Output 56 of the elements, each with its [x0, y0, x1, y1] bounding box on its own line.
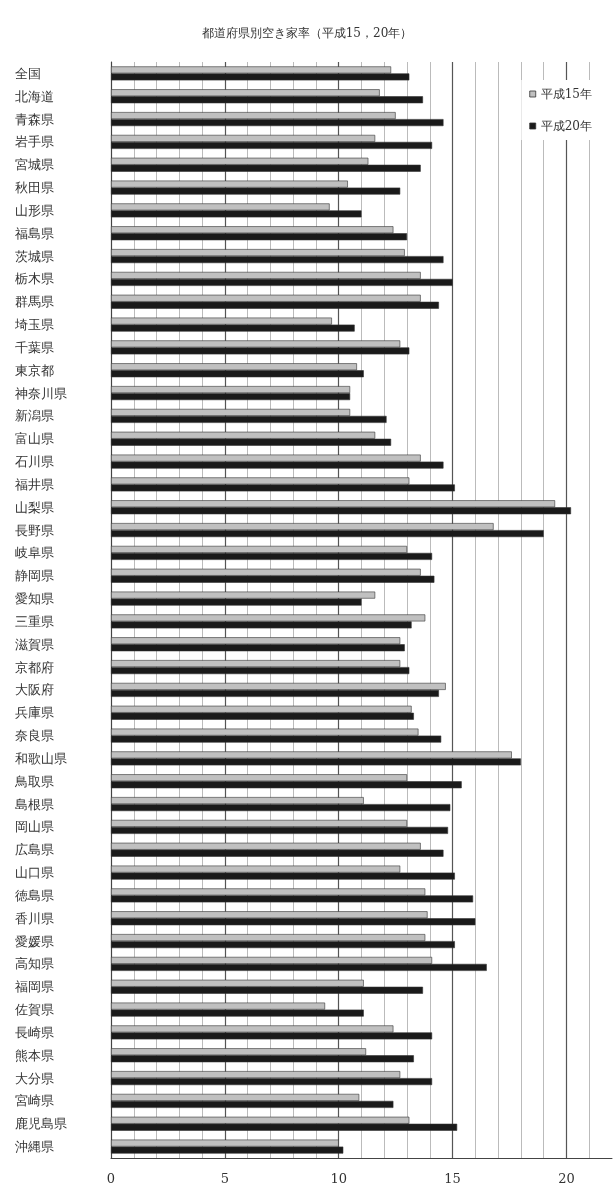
y-tick-label: 秋田県: [15, 180, 54, 196]
y-tick-label: 群馬県: [15, 294, 54, 310]
y-tick-label: 福島県: [15, 225, 54, 241]
y-tick-label: 沖縄県: [15, 1139, 54, 1155]
y-tick-label: 香川県: [15, 910, 54, 926]
y-tick-label: 新潟県: [15, 408, 54, 424]
y-tick-label: 福岡県: [15, 979, 54, 995]
y-tick-label: 神奈川県: [15, 385, 67, 401]
y-tick-label: 愛媛県: [15, 933, 54, 949]
y-tick-label: 東京都: [15, 362, 54, 378]
y-tick-label: 兵庫県: [15, 705, 54, 721]
y-tick-label: 青森県: [15, 111, 54, 127]
y-tick-label: 福井県: [15, 476, 54, 492]
y-tick-label: 栃木県: [15, 271, 54, 287]
y-tick-label: 熊本県: [15, 1047, 54, 1063]
y-tick-label: 石川県: [15, 454, 54, 470]
y-tick-label: 埼玉県: [14, 317, 54, 333]
legend-label: 平成20年: [540, 119, 593, 133]
y-tick-label: 茨城県: [15, 248, 54, 264]
y-tick-label: 全国: [15, 65, 41, 81]
y-tick-label: 滋賀県: [15, 636, 54, 652]
y-tick-label: 山口県: [15, 865, 54, 881]
y-tick-label: 高知県: [15, 956, 54, 972]
y-tick-label: 山形県: [15, 202, 54, 218]
y-tick-label: 宮城県: [15, 157, 54, 173]
y-tick-label: 佐賀県: [15, 1002, 54, 1018]
y-tick-label: 岩手県: [15, 134, 54, 150]
y-tick-label: 長野県: [15, 522, 54, 538]
y-tick-label: 広島県: [15, 842, 54, 858]
y-tick-label: 大分県: [15, 1070, 54, 1086]
y-tick-label: 鳥取県: [14, 773, 54, 789]
y-tick-label: 千葉県: [15, 339, 54, 355]
y-tick-label: 島根県: [15, 796, 54, 812]
y-tick-label: 愛知県: [15, 591, 54, 607]
y-tick-label: 長崎県: [15, 1024, 54, 1040]
y-tick-label: 徳島県: [15, 887, 54, 903]
y-tick-label: 鹿児島県: [15, 1116, 67, 1132]
y-tick-label: 富山県: [15, 431, 54, 447]
x-tick-label: 15: [444, 1171, 461, 1186]
x-tick-label: 20: [558, 1171, 575, 1186]
legend-label: 平成15年: [540, 87, 593, 101]
y-tick-label: 静岡県: [15, 568, 54, 584]
y-tick-label: 山梨県: [15, 499, 54, 515]
y-tick-label: 京都府: [15, 659, 54, 675]
y-tick-label: 北海道: [15, 88, 54, 104]
y-tick-label: 奈良県: [15, 728, 54, 744]
y-tick-label: 三重県: [15, 613, 54, 629]
y-tick-label: 岡山県: [15, 819, 54, 835]
y-tick-label: 和歌山県: [15, 750, 67, 766]
y-tick-label: 岐阜県: [15, 545, 54, 561]
y-tick-label: 大阪府: [15, 682, 54, 698]
x-tick-label: 5: [220, 1171, 229, 1186]
x-tick-label: 10: [330, 1171, 347, 1186]
chart-title: 都道府県別空き家率（平成15，20年）: [201, 26, 413, 40]
y-tick-label: 宮崎県: [15, 1093, 54, 1109]
x-tick-label: 0: [106, 1171, 116, 1186]
